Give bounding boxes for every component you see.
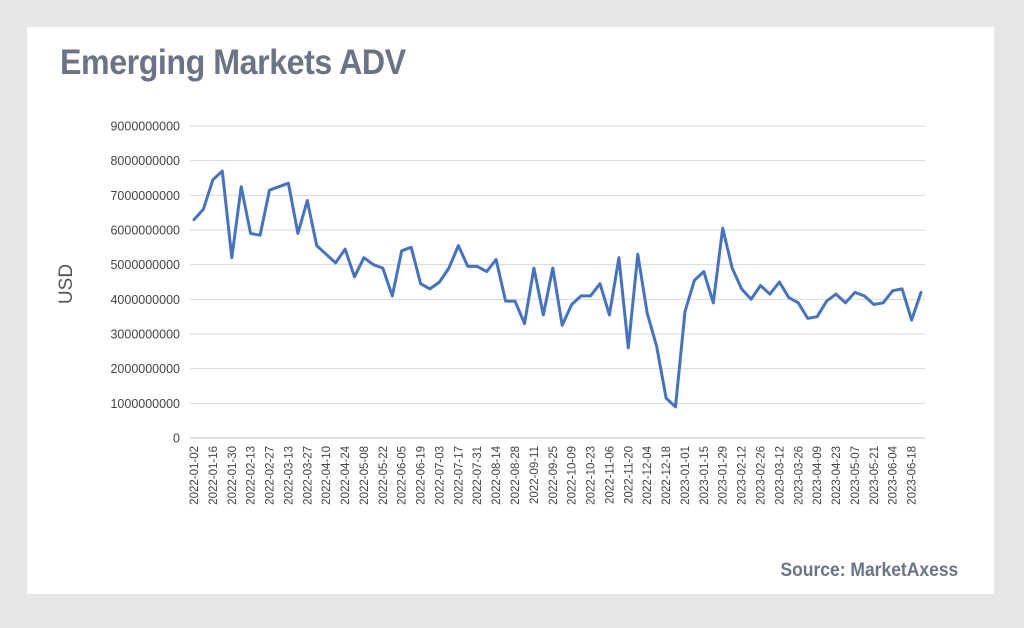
chart-card: Emerging Markets ADV 0 1000000000 20000000… (27, 27, 994, 594)
x-tick-label: 2022-04-24 (340, 445, 352, 504)
x-tick-label: 2023-01-01 (680, 446, 692, 505)
y-tick-label: 8000000000 (110, 154, 180, 168)
x-tick-label: 2023-05-07 (850, 446, 862, 505)
x-tick-label: 2023-01-29 (718, 446, 730, 505)
x-tick-label: 2022-01-02 (189, 446, 201, 505)
x-tick-label: 2022-03-27 (302, 446, 314, 505)
x-tick-label: 2022-09-25 (548, 446, 560, 505)
x-tick-label: 2023-06-04 (888, 445, 900, 504)
y-tick-label: 1000000000 (110, 397, 180, 411)
y-tick-label: 3000000000 (110, 328, 180, 342)
x-tick-label: 2022-06-05 (397, 446, 409, 505)
x-tick-label: 2022-08-14 (491, 445, 503, 504)
source-note: Source: MarketAxess (780, 560, 958, 581)
x-tick-label: 2022-01-30 (227, 446, 239, 505)
x-tick-label: 2022-11-20 (623, 446, 635, 504)
x-tick-label: 2022-03-13 (283, 446, 295, 505)
x-tick-label: 2022-06-19 (416, 446, 428, 505)
x-tick-label: 2023-03-12 (774, 446, 786, 505)
x-tick-label: 2022-01-16 (208, 446, 220, 505)
y-tick-label: 7000000000 (110, 189, 180, 203)
x-tick-label: 2022-10-09 (567, 446, 579, 505)
x-tick-label: 2023-04-09 (812, 446, 824, 505)
x-tick-label: 2022-05-22 (378, 446, 390, 505)
x-tick-label: 2023-06-18 (907, 446, 919, 505)
x-tick-label: 2023-02-12 (737, 446, 749, 505)
x-tick-label: 2023-02-26 (755, 446, 767, 505)
y-tick-label: 2000000000 (110, 362, 180, 376)
x-tick-label: 2022-08-28 (510, 446, 522, 505)
y-tick-label: 6000000000 (110, 224, 180, 238)
x-axis-ticks: 2022-01-02 2022-01-16 2022-01-30 2022-02-13… (189, 445, 919, 504)
series-line (192, 169, 923, 409)
x-tick-label: 2022-11-06 (604, 446, 616, 504)
x-tick-label: 2023-04-23 (831, 446, 843, 505)
line-chart: 0 1000000000 2000000000 3000000000 400000000… (56, 120, 925, 505)
gridlines (190, 125, 925, 439)
x-tick-label: 2023-01-15 (699, 446, 711, 505)
x-tick-label: 2022-02-27 (265, 446, 277, 505)
x-tick-label: 2022-07-17 (453, 446, 465, 505)
x-tick-label: 2022-09-11 (529, 446, 541, 504)
x-tick-label: 2022-07-31 (472, 446, 484, 505)
y-tick-label: 5000000000 (110, 258, 180, 272)
x-tick-label: 2023-05-21 (869, 446, 881, 505)
y-axis-label: USD (56, 264, 77, 304)
x-tick-label: 2022-12-18 (661, 446, 673, 505)
x-tick-label: 2022-07-03 (434, 446, 446, 505)
x-tick-label: 2022-02-13 (246, 446, 258, 505)
y-tick-label: 9000000000 (110, 120, 180, 134)
x-tick-label: 2022-05-08 (359, 446, 371, 505)
x-tick-label: 2022-12-04 (642, 445, 654, 504)
x-tick-label: 2023-03-26 (793, 446, 805, 505)
x-tick-label: 2022-04-10 (321, 446, 333, 505)
y-axis-ticks: 0 1000000000 2000000000 3000000000 400000000… (110, 120, 180, 446)
chart-title: Emerging Markets ADV (60, 43, 406, 82)
y-tick-label: 4000000000 (110, 293, 180, 307)
y-tick-label: 0 (173, 432, 180, 446)
x-tick-label: 2022-10-23 (586, 446, 598, 505)
